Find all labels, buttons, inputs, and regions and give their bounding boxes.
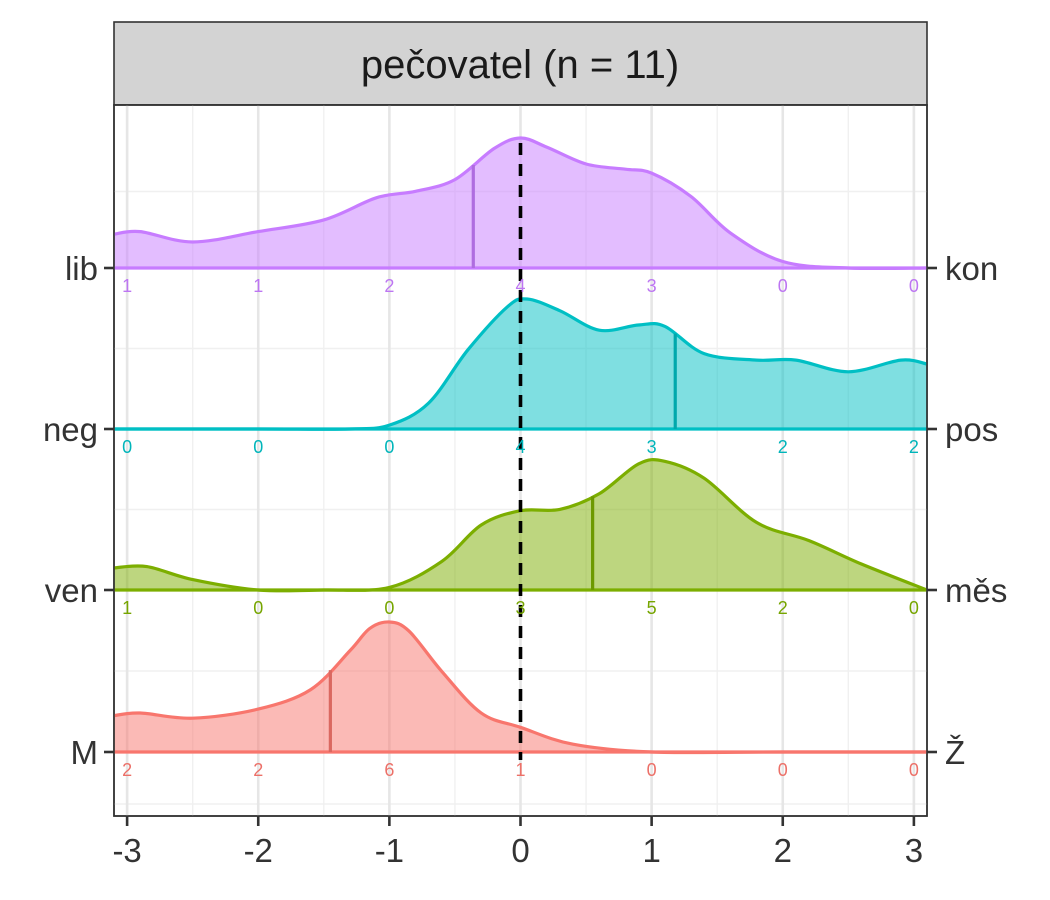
count-label: 3 bbox=[647, 437, 657, 457]
count-label: 4 bbox=[515, 276, 525, 296]
count-label: 0 bbox=[909, 760, 919, 780]
ridge-lib bbox=[113, 136, 928, 271]
count-labels: 1 1 2 4 3 0 00 0 0 4 3 2 21 0 0 3 5 2 02 2 6 1 0 0 0 bbox=[122, 276, 919, 780]
count-label: 0 bbox=[384, 437, 394, 457]
count-label: 0 bbox=[909, 276, 919, 296]
x-axis: -3 -2 -1 0 1 2 3 bbox=[112, 816, 923, 869]
density-curve bbox=[113, 136, 928, 271]
count-label: 4 bbox=[515, 437, 525, 457]
count-label: 5 bbox=[647, 598, 657, 618]
x-tick-label: 3 bbox=[905, 832, 923, 869]
y-label-left: ven bbox=[45, 572, 98, 609]
y-label-left: M bbox=[71, 734, 99, 771]
count-label: 3 bbox=[515, 598, 525, 618]
count-label: 0 bbox=[778, 760, 788, 780]
count-label: 0 bbox=[647, 760, 657, 780]
count-label: 0 bbox=[122, 437, 132, 457]
count-label: 6 bbox=[384, 760, 394, 780]
count-label: 0 bbox=[253, 437, 263, 457]
density-area bbox=[114, 621, 927, 753]
count-label: 0 bbox=[384, 598, 394, 618]
count-label: 0 bbox=[909, 598, 919, 618]
panel-title: pečovatel (n = 11) bbox=[361, 43, 679, 87]
count-label: 3 bbox=[647, 276, 657, 296]
count-label: 1 bbox=[253, 276, 263, 296]
y-label-left: neg bbox=[43, 411, 98, 448]
count-label: 2 bbox=[909, 437, 919, 457]
count-label: 1 bbox=[122, 276, 132, 296]
panel-strip bbox=[113, 21, 928, 106]
count-label: 2 bbox=[253, 760, 263, 780]
x-tick-label: 2 bbox=[774, 832, 792, 869]
count-label: 0 bbox=[253, 598, 263, 618]
plot-panel-border bbox=[113, 104, 928, 817]
count-label: 2 bbox=[384, 276, 394, 296]
y-label-right: Ž bbox=[945, 734, 965, 771]
x-tick-label: -3 bbox=[112, 832, 141, 869]
count-label: 2 bbox=[778, 598, 788, 618]
count-label: 2 bbox=[122, 760, 132, 780]
y-label-right: pos bbox=[945, 411, 998, 448]
x-tick-label: -2 bbox=[244, 832, 273, 869]
x-tick-label: 1 bbox=[642, 832, 660, 869]
y-label-left: lib bbox=[65, 250, 98, 287]
x-tick-label: 0 bbox=[511, 832, 529, 869]
count-label: 1 bbox=[515, 760, 525, 780]
x-tick-label: -1 bbox=[375, 832, 404, 869]
y-label-right: kon bbox=[945, 250, 998, 287]
density-area bbox=[114, 137, 927, 269]
y-label-right: měs bbox=[945, 572, 1007, 609]
count-label: 0 bbox=[778, 276, 788, 296]
count-label: 1 bbox=[122, 598, 132, 618]
count-label: 2 bbox=[778, 437, 788, 457]
